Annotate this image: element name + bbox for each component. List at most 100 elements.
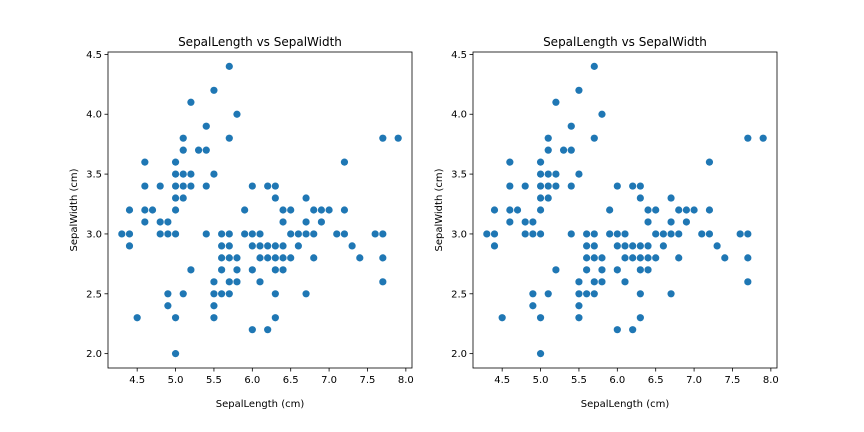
- left-scatter-point-78: [271, 290, 279, 298]
- right-scatter-point-15: [529, 230, 537, 238]
- right-scatter-point-38: [567, 146, 575, 154]
- left-scatter-point-8: [141, 158, 149, 166]
- left-scatter-point-103: [325, 206, 333, 214]
- right-y-tick-label-0: 2.0: [451, 349, 467, 360]
- left-x-axis-label: SepalLength (cm): [216, 399, 305, 410]
- right-x-tick-label-5: 7.0: [686, 375, 702, 386]
- right-scatter-point-64: [613, 326, 621, 334]
- right-scatter-point-73: [629, 326, 637, 334]
- left-scatter-point-63: [241, 206, 249, 214]
- right-scatter-point-72: [621, 230, 629, 238]
- left-scatter-point-14: [164, 290, 172, 298]
- right-scatter-point-31: [552, 266, 560, 274]
- right-scatter-point-43: [575, 278, 583, 286]
- left-x-tick-label-2: 5.5: [206, 375, 222, 386]
- left-scatter-point-59: [233, 266, 241, 274]
- right-scatter-chart: SepalLength vs SepalWidth 4.5 5.0 5.5 6.0 6.…: [434, 35, 779, 410]
- left-y-axis-ticks: 2.0 2.5 3.0 3.5 4.0 4.5: [86, 50, 108, 360]
- right-scatter-point-95: [667, 230, 675, 238]
- right-scatter-point-5: [506, 218, 514, 226]
- right-scatter-point-82: [636, 194, 644, 202]
- left-scatter-point-75: [264, 242, 272, 250]
- left-scatter-point-77: [271, 314, 279, 322]
- left-scatter-point-27: [179, 182, 187, 190]
- left-scatter-point-73: [264, 326, 272, 334]
- left-scatter-point-28: [179, 170, 187, 178]
- left-scatter-point-93: [294, 230, 302, 238]
- right-x-tick-label-2: 5.5: [571, 375, 587, 386]
- right-chart-title: SepalLength vs SepalWidth: [543, 35, 707, 49]
- left-scatter-point-65: [248, 266, 256, 274]
- left-scatter-point-22: [171, 182, 180, 190]
- right-scatter-point-101: [682, 218, 691, 226]
- right-x-tick-label-4: 6.5: [648, 375, 664, 386]
- right-scatter-point-39: [567, 122, 575, 130]
- right-scatter-point-76: [629, 182, 637, 190]
- right-scatter-point-9: [513, 206, 522, 214]
- right-scatter-point-21: [536, 194, 545, 202]
- right-scatter-point-84: [644, 266, 652, 274]
- left-scatter-point-56: [225, 134, 233, 142]
- left-scatter-point-58: [233, 278, 241, 286]
- right-scatter-point-27: [544, 182, 552, 190]
- left-scatter-point-35: [194, 146, 203, 154]
- left-scatter-point-112: [379, 254, 387, 262]
- left-x-tick-label-6: 7.5: [360, 375, 376, 386]
- right-scatter-point-36: [567, 230, 575, 238]
- left-scatter-point-96: [302, 218, 310, 226]
- right-scatter-point-81: [636, 242, 644, 250]
- right-scatter-point-52: [590, 278, 598, 286]
- right-scatter-point-30: [544, 134, 552, 142]
- right-scatter-point-2: [490, 230, 499, 238]
- right-y-tick-label-2: 3.0: [451, 229, 467, 240]
- right-scatter-point-3: [490, 206, 499, 214]
- left-scatter-point-42: [210, 290, 218, 298]
- left-scatter-point-37: [202, 182, 210, 190]
- left-y-tick-label-2: 3.0: [86, 229, 102, 240]
- left-scatter-point-94: [302, 290, 310, 298]
- right-scatter-point-85: [644, 254, 652, 262]
- left-scatter-point-88: [279, 206, 287, 214]
- right-scatter-point-6: [506, 206, 514, 214]
- left-scatter-point-43: [210, 278, 218, 286]
- right-scatter-point-28: [544, 170, 552, 178]
- left-x-tick-label-7: 8.0: [398, 375, 414, 386]
- right-scatter-point-114: [744, 134, 752, 142]
- left-y-tick-label-4: 4.0: [86, 110, 102, 121]
- left-scatter-point-2: [125, 230, 134, 238]
- right-x-tick-label-6: 7.5: [725, 375, 741, 386]
- left-scatter-point-5: [141, 218, 149, 226]
- left-scatter-point-105: [340, 230, 349, 238]
- left-scatter-point-10: [156, 230, 164, 238]
- left-scatter-point-89: [287, 254, 295, 262]
- left-scatter-point-62: [241, 230, 249, 238]
- right-scatter-point-1: [490, 242, 499, 250]
- right-scatter-points: [483, 62, 767, 358]
- right-scatter-point-41: [575, 302, 583, 310]
- right-scatter-point-62: [606, 230, 614, 238]
- left-scatter-point-21: [171, 194, 180, 202]
- left-x-tick-label-4: 6.5: [283, 375, 299, 386]
- right-x-tick-label-1: 5.0: [533, 375, 549, 386]
- right-y-tick-label-1: 2.5: [451, 289, 467, 300]
- left-scatter-point-71: [256, 242, 264, 250]
- left-scatter-point-90: [287, 230, 295, 238]
- left-scatter-point-109: [356, 254, 364, 262]
- right-scatter-point-45: [575, 86, 583, 94]
- right-scatter-point-71: [621, 242, 629, 250]
- right-scatter-point-75: [629, 242, 637, 250]
- right-scatter-point-37: [567, 182, 575, 190]
- left-scatter-point-20: [171, 206, 180, 214]
- right-scatter-point-89: [652, 254, 660, 262]
- right-scatter-point-32: [552, 182, 560, 190]
- left-scatter-point-38: [202, 146, 210, 154]
- right-scatter-point-66: [613, 242, 621, 250]
- left-y-tick-label-3: 3.5: [86, 170, 102, 181]
- left-scatter-point-85: [279, 254, 287, 262]
- left-scatter-point-9: [148, 206, 157, 214]
- left-scatter-point-36: [202, 230, 210, 238]
- left-x-tick-label-1: 5.0: [168, 375, 184, 386]
- right-scatter-point-88: [644, 206, 652, 214]
- left-scatter-point-102: [317, 206, 326, 214]
- right-scatter-point-91: [652, 206, 660, 214]
